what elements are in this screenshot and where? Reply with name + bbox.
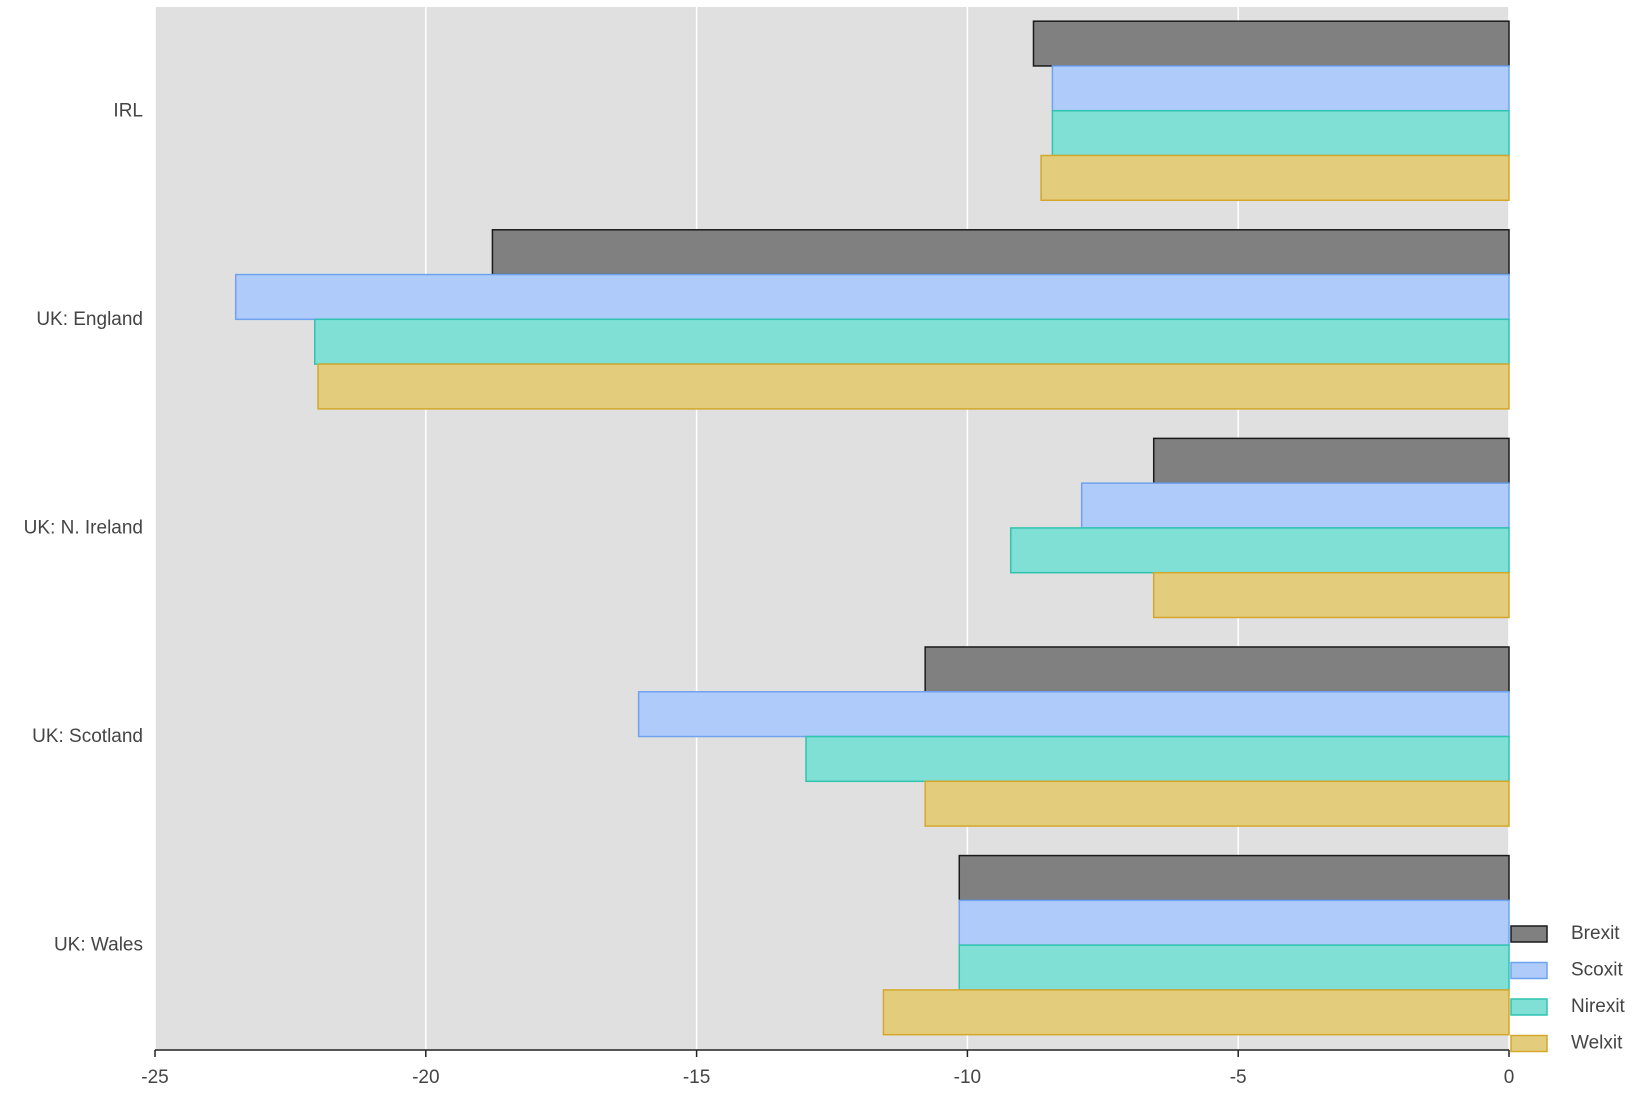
y-tick-label: UK: Scotland (32, 726, 143, 747)
y-tick-label: UK: England (36, 309, 143, 330)
legend-swatch (1510, 998, 1548, 1016)
bar (958, 854, 1510, 902)
y-tick-label: IRL (113, 100, 143, 121)
legend-label: Scoxit (1571, 960, 1623, 981)
bar (314, 318, 1510, 365)
legend-label: Nirexit (1571, 996, 1626, 1017)
bar (882, 989, 1510, 1036)
bar (1152, 437, 1510, 484)
legend-swatch (1510, 925, 1548, 943)
bar (924, 780, 1510, 827)
bar (317, 363, 1510, 410)
bar (234, 273, 1510, 321)
bar (1051, 109, 1510, 157)
y-tick-label: UK: Wales (54, 935, 143, 956)
bar (1051, 65, 1510, 112)
bar (805, 735, 1510, 783)
x-tick-label: -5 (1230, 1067, 1247, 1088)
y-tick-label: UK: N. Ireland (24, 518, 143, 539)
bar (491, 229, 1510, 276)
x-tick-label: -20 (412, 1067, 439, 1088)
legend-label: Welxit (1571, 1033, 1623, 1054)
x-tick-label: -10 (954, 1067, 981, 1088)
bar (1080, 482, 1510, 529)
x-tick-label: 0 (1504, 1067, 1515, 1088)
x-tick-label: -15 (683, 1067, 710, 1088)
legend-label: Brexit (1571, 923, 1620, 944)
bar (1032, 20, 1510, 67)
bar (1152, 571, 1510, 619)
legend-swatch (1510, 961, 1548, 980)
bar (1040, 154, 1510, 202)
bar (958, 899, 1510, 946)
bar (637, 691, 1510, 738)
x-tick-label: -25 (141, 1067, 168, 1088)
bar (924, 646, 1510, 693)
bar (958, 944, 1510, 991)
legend-swatch (1510, 1034, 1548, 1053)
bar (1009, 527, 1510, 574)
